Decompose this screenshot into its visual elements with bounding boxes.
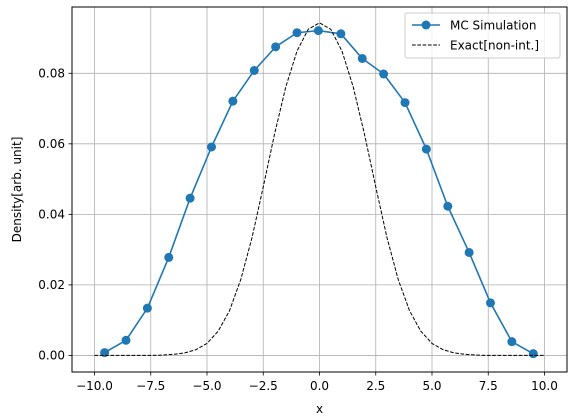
data-point-mc-simulation (486, 298, 495, 308)
data-point-mc-simulation (421, 144, 431, 154)
series-line-exact-non-int (94, 22, 545, 356)
legend-label-mc-simulation: MC Simulation (450, 19, 536, 33)
x-tick-label: 7.5 (479, 379, 498, 393)
data-point-mc-simulation (100, 348, 110, 358)
data-point-mc-simulation (336, 29, 346, 39)
data-point-mc-simulation (271, 42, 281, 52)
x-tick-label: 0.0 (310, 379, 329, 393)
data-point-mc-simulation (379, 69, 389, 79)
y-tick-label: 0.06 (38, 137, 65, 151)
data-point-mc-simulation (142, 303, 152, 313)
x-tick-label: −10.0 (76, 379, 113, 393)
legend: MC Simulation Exact[non-int.] (404, 12, 561, 59)
data-point-mc-simulation (164, 252, 174, 262)
x-tick-label: −2.5 (249, 379, 278, 393)
x-tick-label: 2.5 (366, 379, 385, 393)
data-point-mc-simulation (464, 247, 474, 257)
series-layer (94, 22, 545, 359)
data-point-mc-simulation (249, 65, 259, 75)
y-tick-label: 0.00 (38, 349, 65, 363)
data-point-mc-simulation (357, 53, 367, 63)
x-axis: −10.0 −7.5 −5.0 −2.5 0.0 2.5 5.0 7.5 10.0 (76, 372, 558, 393)
data-point-mc-simulation (507, 337, 517, 347)
x-tick-label: −5.0 (192, 379, 221, 393)
data-point-mc-simulation (228, 96, 238, 106)
data-point-mc-simulation (121, 335, 131, 345)
series-mc-simulation (100, 26, 538, 359)
legend-marker-mc-simulation (421, 20, 431, 30)
data-point-mc-simulation (400, 98, 410, 108)
y-tick-label: 0.02 (38, 278, 65, 292)
x-tick-label: −7.5 (136, 379, 165, 393)
legend-label-exact: Exact[non-int.] (450, 39, 539, 53)
x-tick-label: 10.0 (531, 379, 558, 393)
y-tick-label: 0.08 (38, 66, 65, 80)
data-point-mc-simulation (313, 26, 323, 36)
data-point-mc-simulation (443, 201, 453, 211)
series-exact-non-int (94, 22, 545, 356)
data-point-mc-simulation (528, 349, 538, 359)
data-point-mc-simulation (292, 28, 302, 38)
data-point-mc-simulation (207, 142, 216, 152)
y-tick-label: 0.04 (38, 208, 65, 222)
y-axis-label: Density[arb. unit] (10, 137, 24, 243)
y-axis: 0.00 0.02 0.04 0.06 0.08 (38, 66, 72, 363)
x-axis-label: x (316, 402, 323, 416)
data-point-mc-simulation (185, 193, 195, 203)
x-tick-label: 5.0 (422, 379, 441, 393)
legend-frame (404, 12, 561, 59)
